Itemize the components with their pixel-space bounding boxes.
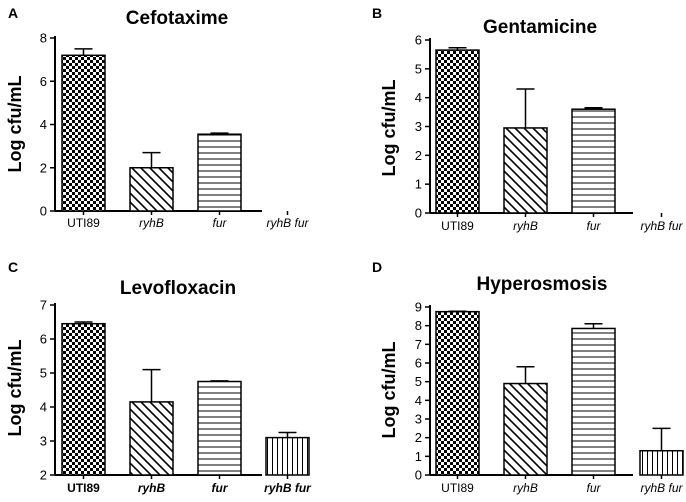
y-tick-label: 4: [40, 400, 47, 415]
y-tick-label: 5: [415, 61, 422, 76]
y-tick-label: 7: [415, 337, 422, 352]
panel-letter-d: D: [372, 259, 382, 275]
y-tick-label: 6: [415, 356, 422, 371]
bar-fur: [572, 328, 615, 475]
bar-ryhb-fur: [266, 438, 309, 475]
x-tick-label: UTI89: [67, 481, 100, 495]
bar-ryhb: [504, 128, 547, 213]
chart-title: Hyperosmosis: [477, 274, 608, 295]
y-tick-label: 6: [40, 332, 47, 347]
y-axis-label: Log cfu/mL: [5, 76, 25, 173]
x-tick-label: UTI89: [67, 216, 100, 230]
x-tick-label: ryhB: [138, 481, 166, 495]
y-axis-label: Log cfu/mL: [379, 342, 399, 439]
bar-ryhb: [130, 168, 173, 211]
x-tick-label: ryhB fur: [264, 481, 312, 495]
panel-d: D Hyperosmosis Log cfu/mL 0 1 2 3 4 5 6 7 8 9 UTI8…: [372, 259, 684, 495]
y-tick-label: 0: [40, 204, 47, 219]
x-tick-label: ryhB: [139, 216, 164, 230]
y-tick-label: 2: [40, 160, 47, 175]
x-tick-label: fur: [586, 481, 601, 495]
y-tick-label: 9: [415, 300, 422, 315]
panel-c: C Levofloxacin Log cfu/mL 2 3 4 5 6 7 UTI89 ryh…: [5, 259, 312, 495]
bar-ryhb: [130, 402, 173, 475]
y-tick-label: 4: [415, 90, 422, 105]
figure: A Cefotaxime Log cfu/mL 0 2 4 6 8 UTI89 ryhB fu…: [0, 0, 686, 502]
y-tick-label: 2: [415, 148, 422, 163]
y-axis-label: Log cfu/mL: [379, 80, 399, 177]
panel-letter-b: B: [372, 5, 382, 21]
x-tick-label: fur: [212, 481, 229, 495]
y-tick-label: 2: [40, 468, 47, 483]
y-tick-label: 6: [415, 33, 422, 48]
y-tick-label: 1: [415, 177, 422, 192]
y-tick-label: 6: [40, 74, 47, 89]
y-tick-label: 2: [415, 430, 422, 445]
chart-title: Cefotaxime: [126, 8, 228, 29]
y-tick-label: 4: [415, 393, 422, 408]
bar-fur: [198, 382, 241, 476]
x-tick-label: fur: [586, 219, 601, 233]
y-tick-label: 3: [40, 434, 47, 449]
chart-title: Gentamicine: [483, 17, 597, 38]
bar-uti89: [436, 312, 479, 475]
y-tick-label: 5: [40, 366, 47, 381]
bar-ryhb: [504, 384, 547, 475]
y-axis-label: Log cfu/mL: [5, 340, 25, 437]
x-tick-label: UTI89: [441, 481, 474, 495]
y-tick-label: 4: [40, 117, 47, 132]
y-tick-label: 8: [40, 31, 47, 46]
bar-uti89: [62, 324, 105, 475]
x-tick-label: ryhB fur: [640, 481, 683, 495]
x-tick-label: ryhB fur: [640, 219, 683, 233]
panel-letter-c: C: [8, 259, 18, 275]
panel-b: B Gentamicine Log cfu/mL 0 1 2 3 4 5 6 UTI89 ryh…: [372, 5, 684, 233]
bar-fur: [572, 109, 615, 213]
x-tick-label: ryhB: [513, 481, 538, 495]
y-tick-label: 1: [415, 449, 422, 464]
y-tick-label: 7: [40, 298, 47, 313]
x-tick-label: ryhB: [513, 219, 538, 233]
bar-ryhb-fur: [640, 451, 683, 475]
y-tick-label: 0: [415, 206, 422, 221]
chart-title: Levofloxacin: [120, 278, 236, 299]
bar-uti89: [62, 55, 105, 211]
panel-a: A Cefotaxime Log cfu/mL 0 2 4 6 8 UTI89 ryhB fu…: [5, 5, 310, 230]
y-tick-label: 5: [415, 374, 422, 389]
bar-fur: [198, 134, 241, 211]
x-tick-label: ryhB fur: [266, 216, 309, 230]
y-tick-label: 8: [415, 318, 422, 333]
x-tick-label: UTI89: [441, 219, 474, 233]
bar-uti89: [436, 50, 479, 213]
y-tick-label: 3: [415, 119, 422, 134]
y-tick-label: 0: [415, 468, 422, 483]
panel-letter-a: A: [8, 5, 18, 21]
y-tick-label: 3: [415, 412, 422, 427]
x-tick-label: fur: [212, 216, 227, 230]
